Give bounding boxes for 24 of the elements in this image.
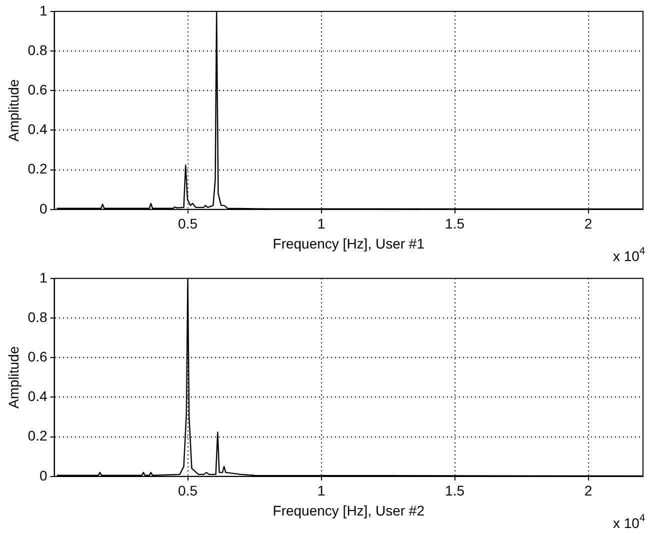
y-tick-label: 0.2 [28,160,48,177]
y-tick-label: 0.4 [28,121,48,138]
y-axis-title: Amplitude [5,346,22,409]
x-tick-label: 2 [584,216,592,232]
x-tick-label: 1.5 [445,482,465,499]
y-tick-label: 0 [39,200,48,216]
x-tick-label: 1 [317,482,326,499]
y-tick-label: 0.2 [28,428,48,444]
y-tick-label: 1 [39,269,48,286]
y-tick-label: 1 [39,2,48,18]
y-tick-label: 0 [39,467,48,484]
y-tick-label: 0.8 [28,42,48,58]
y-tick-label: 0.8 [28,308,48,325]
y-tick-label: 0.6 [28,81,48,98]
x-tick-label: 0.5 [178,216,198,232]
x-axis-title: Frequency [Hz], User #1 [272,235,425,252]
x-tick-label: 0.5 [178,482,198,499]
y-tick-label: 0.4 [28,388,48,404]
x-tick-label: 1 [317,216,326,232]
x-axis-title: Frequency [Hz], User #2 [272,502,425,518]
x-tick-label: 2 [584,482,592,499]
y-tick-label: 0.6 [28,348,48,364]
y-axis-title: Amplitude [5,79,22,142]
x-tick-label: 1.5 [445,216,465,232]
